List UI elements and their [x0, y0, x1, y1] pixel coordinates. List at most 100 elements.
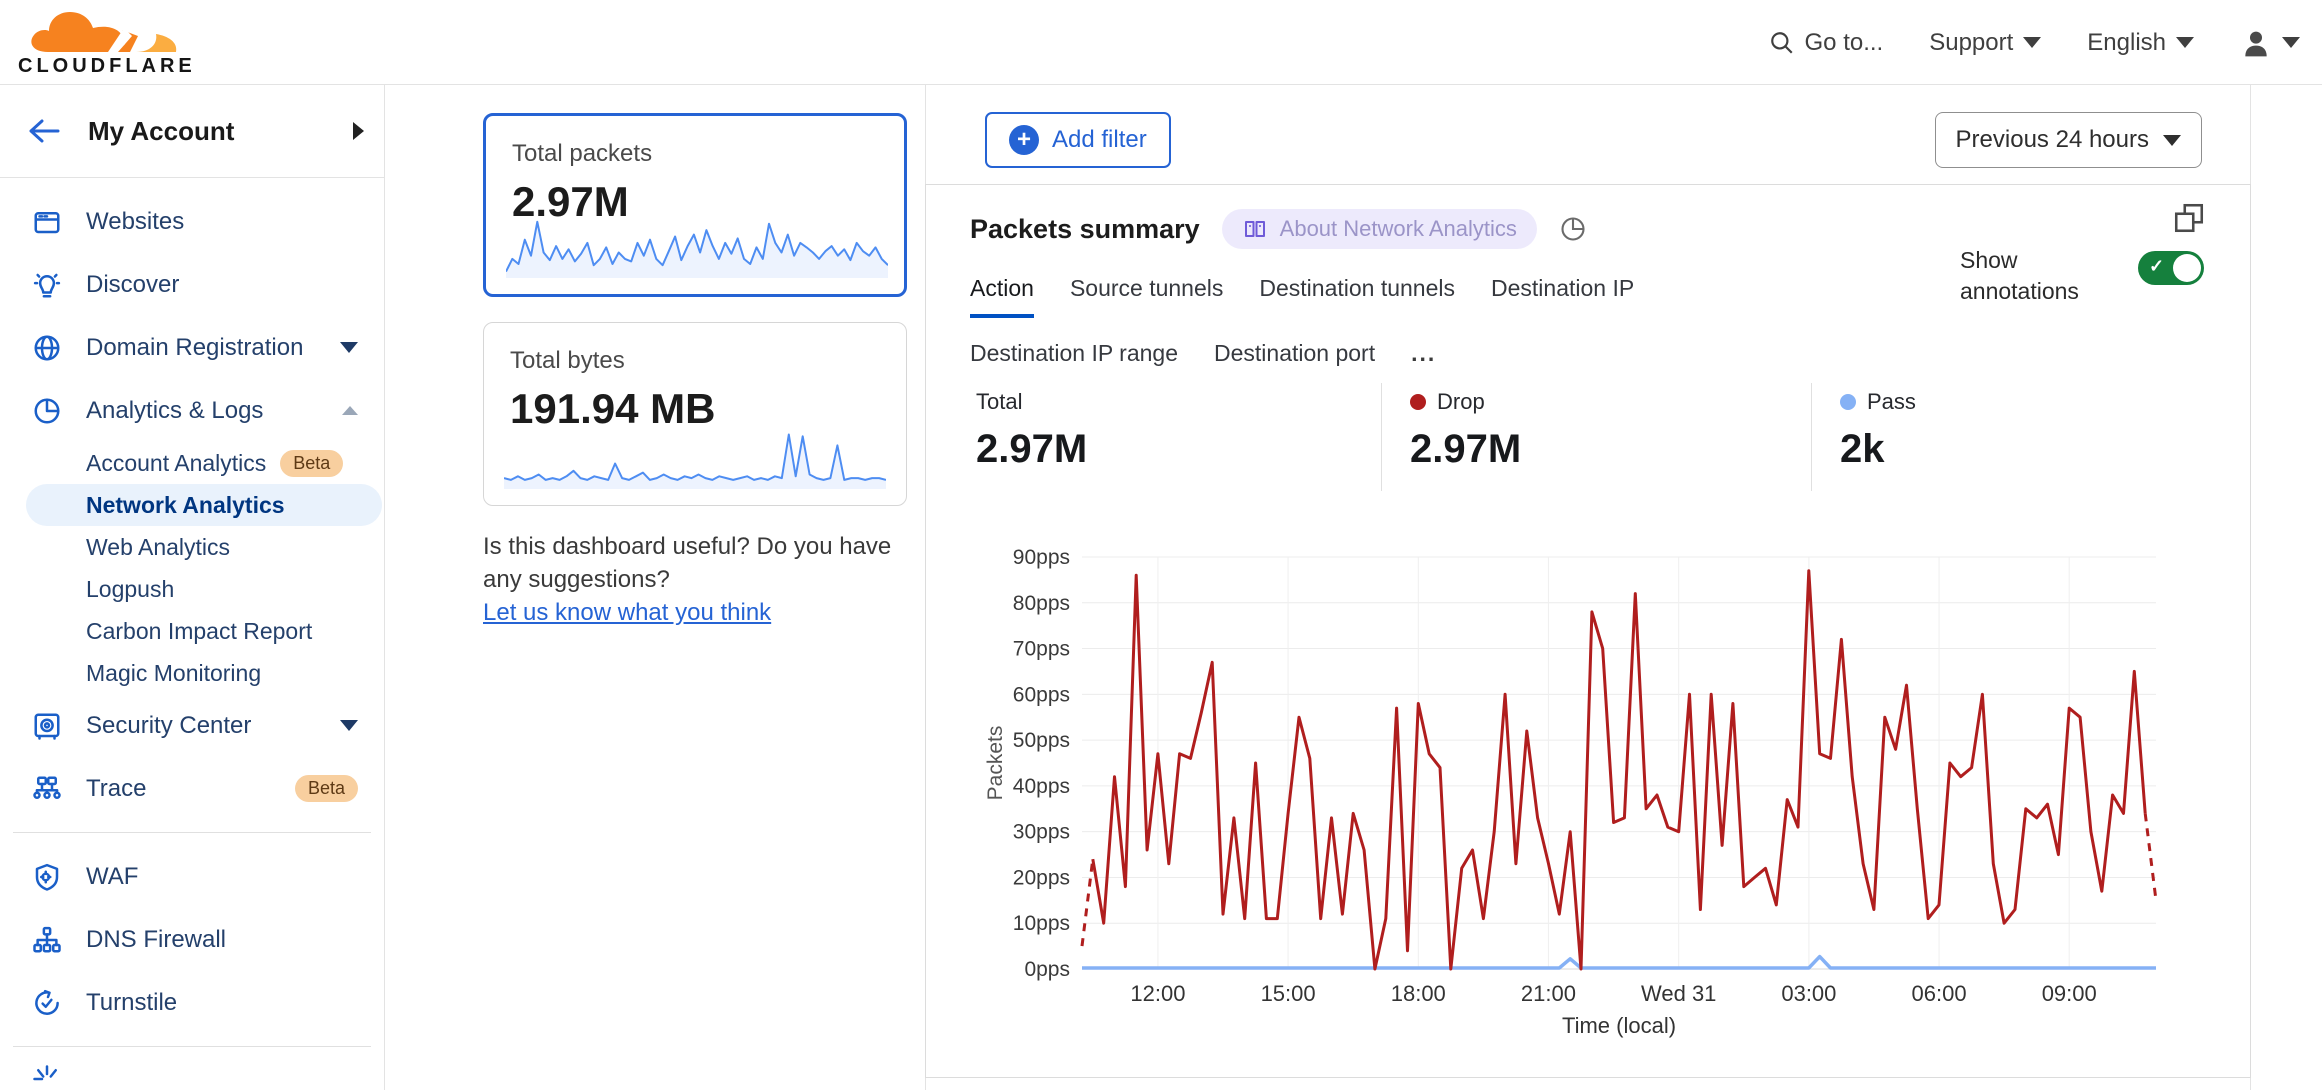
- sidebar-item-label: Discover: [86, 270, 180, 298]
- sidebar-item-security-center[interactable]: Security Center: [0, 694, 384, 757]
- sidebar-item-label: Websites: [86, 207, 185, 235]
- chevron-right-icon[interactable]: [353, 122, 364, 140]
- svg-text:60pps: 60pps: [1013, 683, 1070, 706]
- stat-value: 2.97M: [976, 427, 1088, 471]
- chevron-down-icon: [2176, 37, 2194, 48]
- shield-gear-icon: [30, 862, 64, 892]
- sidebar-divider: [13, 1046, 371, 1047]
- stat-total: Total 2.97M: [926, 383, 1381, 491]
- refresh-check-icon: [30, 988, 64, 1018]
- feedback-question: Is this dashboard useful? Do you have an…: [483, 533, 892, 593]
- total-bytes-sparkline: [504, 433, 886, 489]
- sidebar-item-label: Logpush: [86, 575, 175, 602]
- chevron-up-icon: [342, 406, 358, 415]
- tab-destination-port[interactable]: Destination port: [1214, 340, 1376, 366]
- sidebar-item-partially-visible[interactable]: [0, 1059, 384, 1090]
- book-icon: [1244, 221, 1265, 237]
- sidebar-item-account-analytics[interactable]: Account Analytics Beta: [0, 442, 384, 484]
- sidebar-item-turnstile[interactable]: Turnstile: [0, 971, 384, 1034]
- svg-text:50pps: 50pps: [1013, 729, 1070, 752]
- sidebar-item-label: Web Analytics: [86, 533, 231, 560]
- stat-label: Pass: [1867, 389, 1916, 414]
- svg-text:40pps: 40pps: [1013, 775, 1070, 798]
- pie-chart-outline-icon[interactable]: [1559, 215, 1587, 243]
- chevron-down-icon: [340, 720, 358, 731]
- svg-text:Wed 31: Wed 31: [1641, 981, 1716, 1006]
- svg-text:Packets: Packets: [986, 726, 1007, 801]
- user-menu[interactable]: [2240, 27, 2300, 59]
- sidebar-item-websites[interactable]: Websites: [0, 190, 384, 253]
- feedback-link[interactable]: Let us know what you think: [483, 599, 772, 626]
- about-network-analytics-pill[interactable]: About Network Analytics: [1221, 209, 1537, 249]
- svg-text:80pps: 80pps: [1013, 592, 1070, 615]
- sidebar-item-carbon-impact-report[interactable]: Carbon Impact Report: [0, 610, 384, 652]
- language-label: English: [2087, 28, 2166, 56]
- sidebar-item-dns-firewall[interactable]: DNS Firewall: [0, 908, 384, 971]
- sidebar-item-label: Trace: [86, 774, 147, 802]
- back-arrow-icon[interactable]: [26, 118, 60, 144]
- panel-title: Packets summary: [970, 213, 1200, 244]
- sidebar-item-label: Domain Registration: [86, 333, 304, 361]
- pass-legend-dot: [1840, 394, 1856, 410]
- stat-label: Drop: [1437, 389, 1485, 414]
- sidebar-item-label: Account Analytics: [86, 449, 267, 476]
- tab-destination-ip-range[interactable]: Destination IP range: [970, 340, 1178, 366]
- goto-search[interactable]: Go to...: [1769, 28, 1884, 57]
- toggle-knob: [2173, 254, 2201, 282]
- lightbulb-icon: [30, 270, 64, 300]
- dimension-tabs: Action Source tunnels Destination tunnel…: [926, 249, 1826, 379]
- sidebar-item-waf[interactable]: WAF: [0, 845, 384, 908]
- sidebar-item-label: Magic Monitoring: [86, 659, 262, 686]
- svg-text:18:00: 18:00: [1391, 981, 1446, 1006]
- tab-destination-tunnels[interactable]: Destination tunnels: [1259, 275, 1455, 301]
- sidebar-item-trace[interactable]: Trace Beta: [0, 757, 384, 820]
- sidebar-item-analytics-logs[interactable]: Analytics & Logs: [0, 379, 384, 442]
- card-value: 2.97M: [512, 178, 629, 225]
- trace-icon: [30, 774, 64, 804]
- search-icon: [1770, 31, 1793, 54]
- sidebar-item-label: Network Analytics: [86, 491, 285, 518]
- sidebar-item-label: Carbon Impact Report: [86, 617, 313, 644]
- add-filter-button[interactable]: + Add filter: [985, 112, 1171, 168]
- stat-drop: Drop 2.97M: [1381, 383, 1811, 491]
- cloudflare-logo[interactable]: CLOUDFLARE: [18, 6, 192, 78]
- svg-text:03:00: 03:00: [1781, 981, 1836, 1006]
- user-icon: [2245, 31, 2267, 56]
- burst-icon: [30, 1064, 64, 1090]
- feedback-block: Is this dashboard useful? Do you have an…: [483, 530, 923, 629]
- expand-panel-icon[interactable]: [2172, 201, 2206, 235]
- total-bytes-card[interactable]: Total bytes 191.94 MB: [483, 322, 907, 506]
- show-annotations-toggle[interactable]: ✓: [2138, 251, 2204, 285]
- stat-value: 2k: [1840, 427, 1885, 471]
- sidebar-item-discover[interactable]: Discover: [0, 253, 384, 316]
- browser-window-icon: [30, 207, 64, 237]
- cloudflare-logo-text: CLOUDFLARE: [18, 55, 196, 77]
- plus-icon: +: [1009, 125, 1039, 155]
- chevron-down-icon: [2163, 134, 2181, 146]
- account-switcher[interactable]: My Account: [0, 85, 384, 178]
- sidebar-item-magic-monitoring[interactable]: Magic Monitoring: [0, 652, 384, 694]
- tab-destination-ip[interactable]: Destination IP: [1491, 275, 1635, 301]
- svg-text:15:00: 15:00: [1261, 981, 1316, 1006]
- svg-text:70pps: 70pps: [1013, 638, 1070, 661]
- goto-label: Go to...: [1804, 28, 1884, 56]
- svg-text:06:00: 06:00: [1912, 981, 1967, 1006]
- more-tabs-button[interactable]: ...: [1411, 340, 1437, 366]
- time-range-dropdown[interactable]: Previous 24 hours: [1934, 112, 2202, 168]
- tab-source-tunnels[interactable]: Source tunnels: [1069, 275, 1224, 301]
- sidebar-item-logpush[interactable]: Logpush: [0, 568, 384, 610]
- sidebar-item-web-analytics[interactable]: Web Analytics: [0, 526, 384, 568]
- support-menu[interactable]: Support: [1929, 29, 2042, 57]
- stat-value: 2.97M: [1410, 427, 1522, 471]
- sidebar-item-domain-registration[interactable]: Domain Registration: [0, 316, 384, 379]
- sidebar-item-network-analytics[interactable]: Network Analytics: [26, 484, 382, 526]
- total-packets-card[interactable]: Total packets 2.97M: [483, 113, 907, 297]
- card-value: 191.94 MB: [510, 385, 716, 432]
- stat-label: Total: [976, 389, 1023, 414]
- language-menu[interactable]: English: [2087, 29, 2194, 57]
- sidebar-nav: Websites Discover Domain Registration: [0, 178, 384, 1090]
- tab-action[interactable]: Action: [970, 275, 1034, 318]
- sidebar-divider: [13, 832, 371, 833]
- check-icon: ✓: [2149, 256, 2165, 276]
